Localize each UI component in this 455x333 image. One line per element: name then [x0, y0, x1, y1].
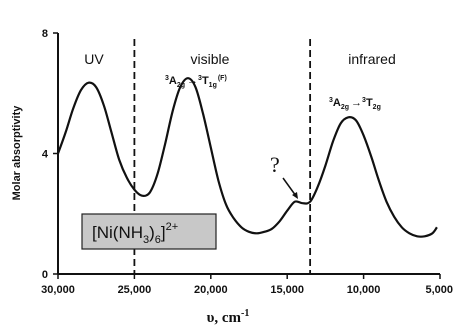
y-tick-label: 8 [42, 28, 48, 40]
transition-label-infrared: 3A2g →3T2g [329, 97, 381, 111]
annotation-arrow [282, 177, 297, 197]
y-axis-label: Molar absorptivity [11, 105, 23, 201]
x-tick-label: 5,000 [425, 284, 453, 296]
region-label-visible: visible [191, 51, 230, 67]
annotation-arrow-head [292, 192, 298, 199]
region-dividers [133, 39, 312, 274]
x-tick-label: 15,000 [270, 284, 304, 296]
axis-ticks: 30,000 25,000 20,000 15,000 10,000 5,000 0 4 8 [41, 28, 453, 296]
x-tick-label: 25,000 [118, 284, 152, 296]
complex-label: [Ni(NH3)6]2+ [92, 221, 178, 246]
y-tick-label: 4 [42, 149, 49, 161]
region-label-uv: UV [84, 51, 104, 67]
x-tick-label: 20,000 [194, 284, 228, 296]
region-label-infrared: infrared [348, 51, 395, 67]
spectrum-series-line [56, 77, 438, 238]
y-tick-label: 0 [42, 269, 48, 281]
x-axis-label-main: υ, cm [207, 310, 242, 326]
x-tick-label: 10,000 [347, 284, 381, 296]
x-axis-label: υ, cm-1 [207, 308, 250, 326]
x-axis-label-sup: -1 [241, 308, 249, 319]
question-mark-annotation: ? [270, 152, 280, 177]
x-tick-label: 30,000 [41, 284, 75, 296]
complex-label-box [81, 213, 217, 250]
